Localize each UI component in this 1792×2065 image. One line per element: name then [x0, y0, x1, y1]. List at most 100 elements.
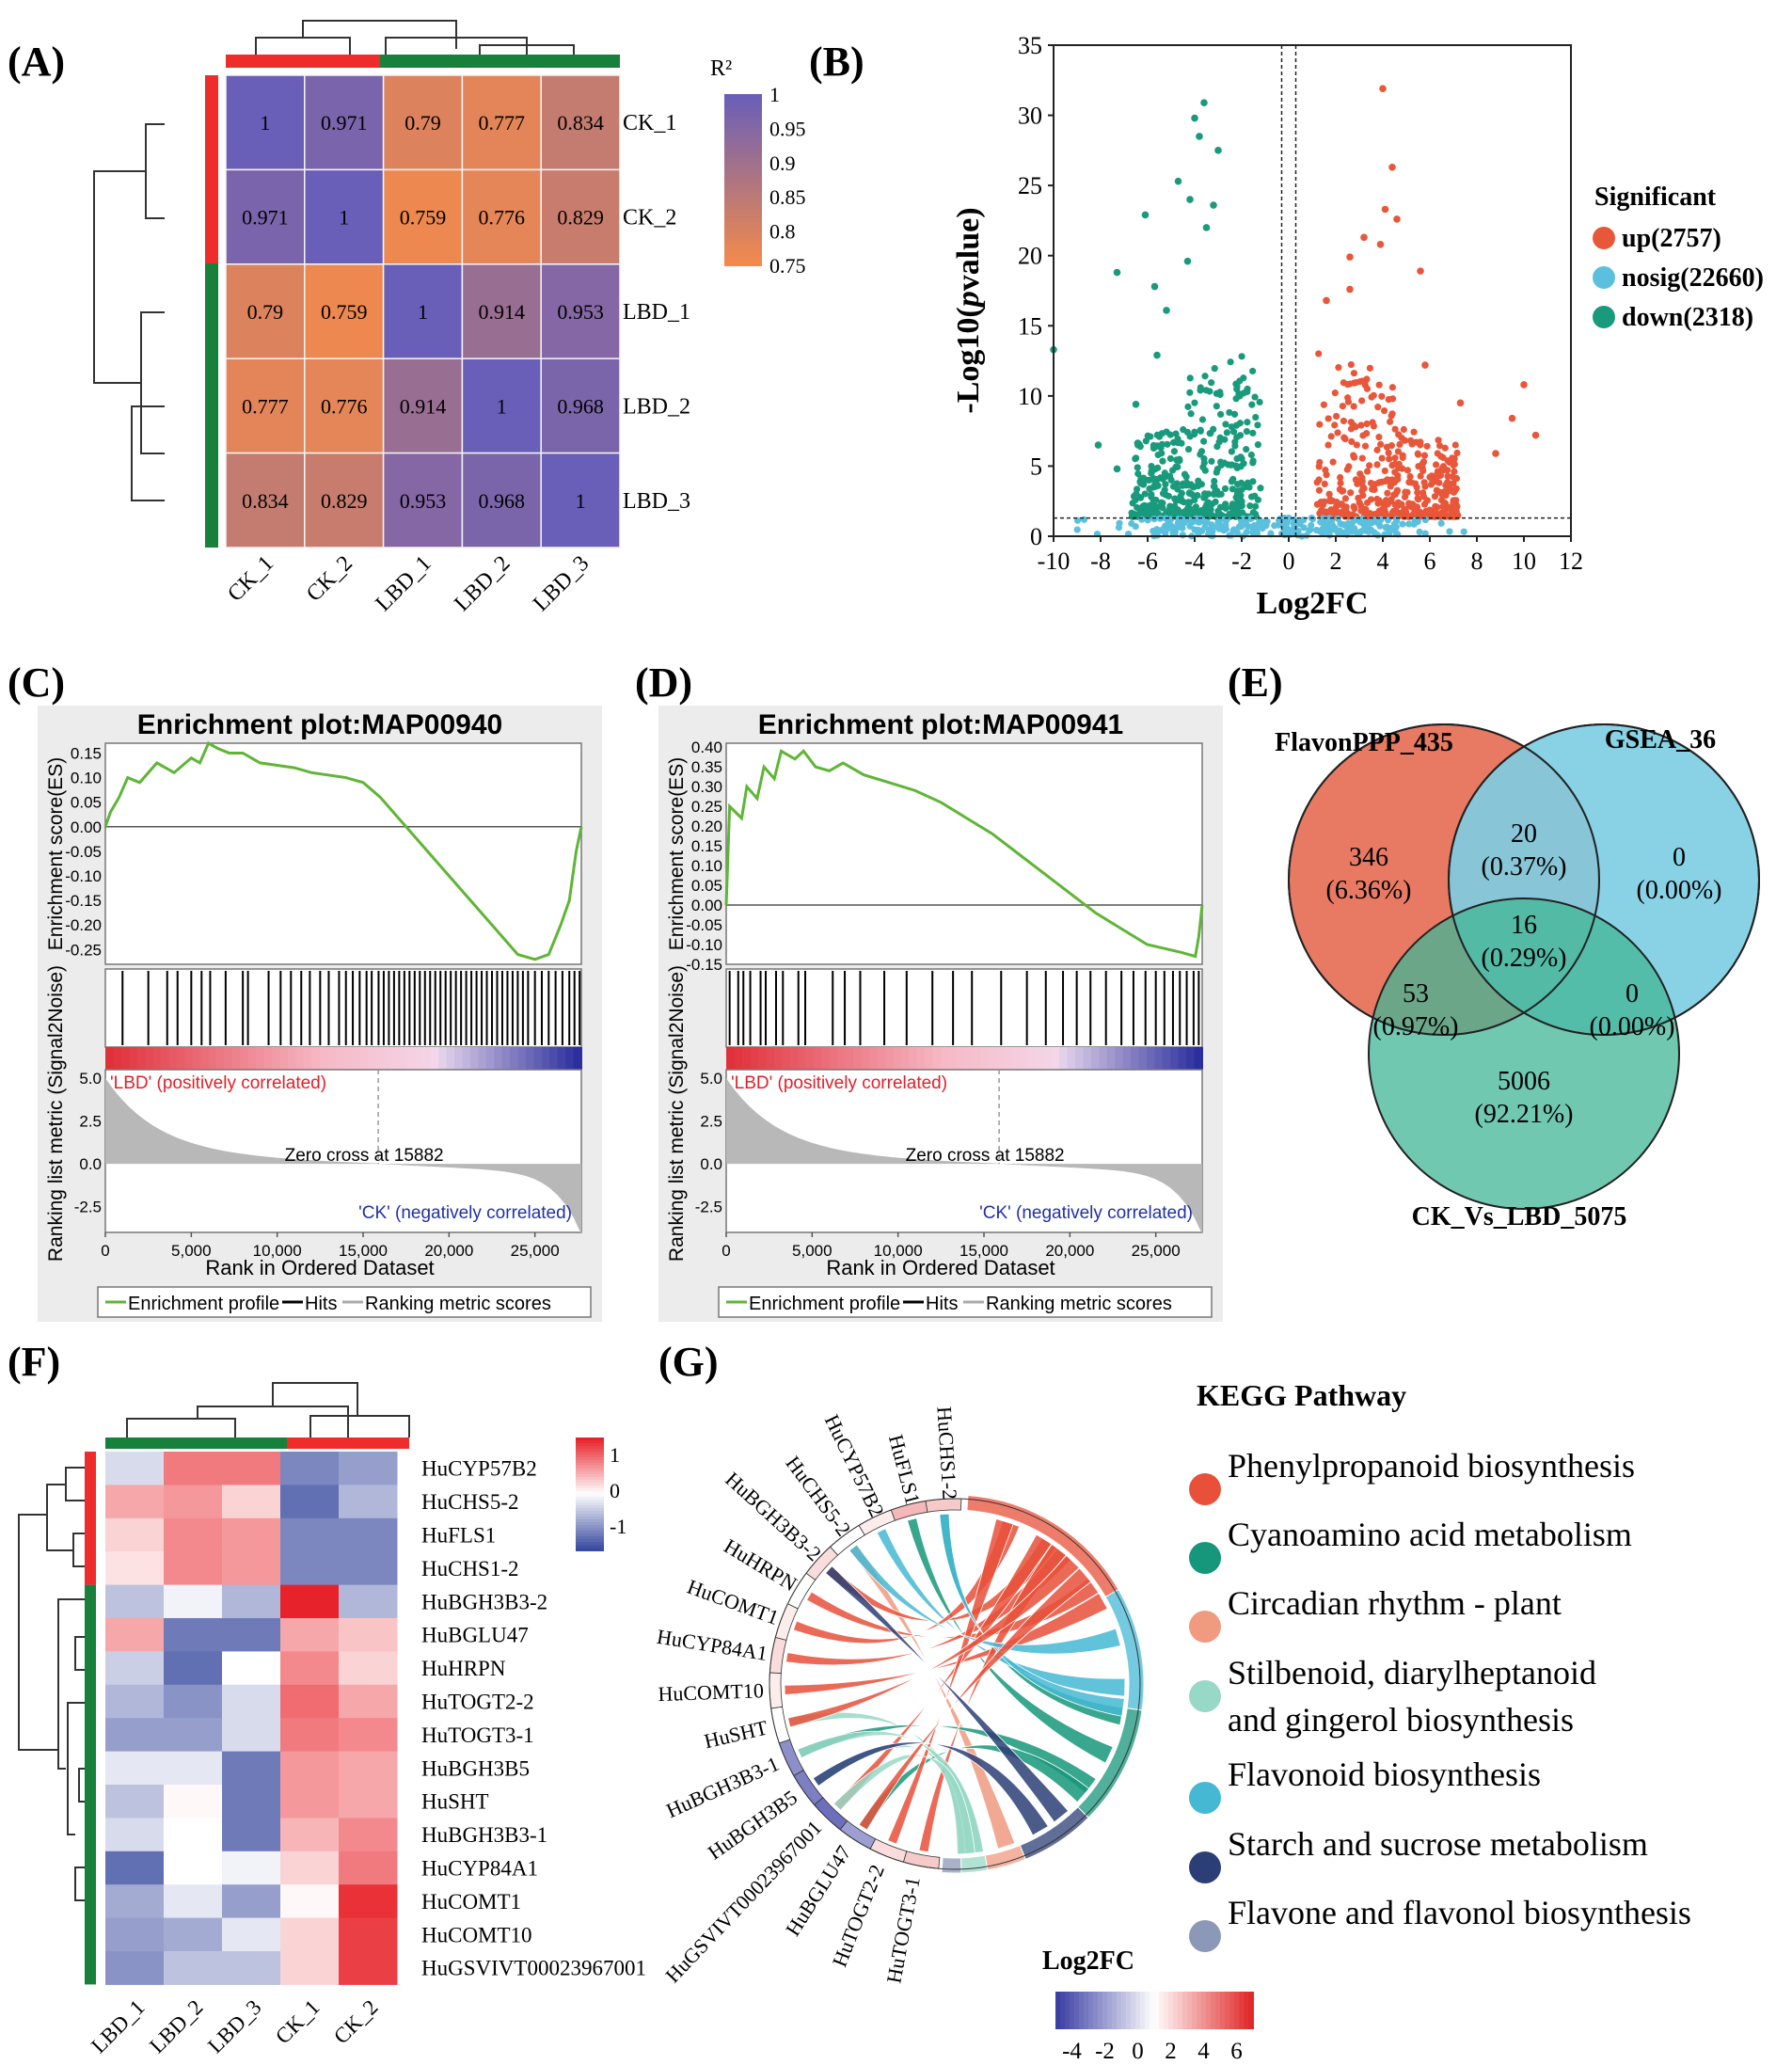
b-point [1411, 502, 1419, 511]
b-point [1370, 391, 1377, 399]
b-point-nosig [1285, 515, 1292, 522]
gsea-rank-strip [805, 1047, 815, 1070]
f-row-label: HuHRPN [421, 1657, 506, 1680]
panel-c: (C) Enrichment plot:MAP009400.150.100.05… [8, 659, 602, 1322]
f-col-label: CK_2 [329, 1995, 383, 2049]
f-row-label: HuCYP57B2 [421, 1457, 537, 1481]
b-point [1191, 399, 1198, 406]
b-point-nosig [1308, 516, 1317, 523]
b-point [1232, 421, 1241, 429]
b-point-up [1346, 285, 1354, 294]
b-point [1171, 495, 1179, 502]
b-point [1358, 454, 1366, 462]
f-legend-swatch [576, 1502, 604, 1506]
gsea-xlabel: Rank in Ordered Dataset [205, 1256, 434, 1279]
f-cell [222, 1684, 281, 1719]
gsea-zero-cross-label: Zero cross at 15882 [285, 1146, 444, 1166]
b-point [1254, 421, 1261, 429]
g-chord-link [812, 1741, 1049, 1836]
b-point-nosig [1405, 520, 1413, 528]
b-point-nosig [1393, 517, 1401, 525]
gsea-es-tick: 0.15 [691, 837, 722, 855]
f-cell [280, 1884, 340, 1919]
f-cell [222, 1751, 281, 1786]
gsea-rank-strip [877, 1047, 886, 1070]
b-point [1435, 437, 1442, 444]
b-point [1197, 427, 1204, 435]
gsea-rank-strip [549, 1047, 559, 1070]
gsea-rank-strip [224, 1047, 233, 1070]
b-point [1333, 412, 1340, 421]
f-legend-swatch [576, 1440, 604, 1444]
b-point [1200, 437, 1208, 445]
gsea-rank-strip [1099, 1047, 1108, 1070]
g-chord-link [825, 1565, 1070, 1823]
f-cell [280, 1785, 340, 1819]
f-row-label: HuCYP84A1 [421, 1857, 538, 1881]
f-cell [280, 1485, 340, 1519]
b-point [1327, 433, 1335, 440]
gsea-rank-strip [430, 1047, 440, 1070]
gsea-enrichment-profile [724, 749, 1204, 959]
a-legend-swatch [724, 235, 762, 241]
b-xtick-label: 8 [1471, 548, 1483, 575]
f-legend-swatch [576, 1548, 604, 1551]
b-point [1158, 440, 1166, 448]
b-point [1163, 428, 1170, 436]
g-legend-swatch [1189, 1611, 1221, 1643]
b-point [1444, 472, 1451, 480]
b-point [1226, 408, 1233, 417]
b-point [1446, 484, 1453, 491]
b-point [1222, 504, 1229, 512]
b-point [1358, 474, 1366, 482]
gsea-rank-strip [734, 1047, 743, 1070]
b-point [1252, 502, 1260, 510]
a-cell-value: 1 [418, 300, 428, 324]
g-colorbar-swatch [1150, 1992, 1155, 2029]
a-row-label: CK_1 [623, 111, 676, 135]
gsea-pos-label: 'LBD' (positively correlated) [731, 1073, 947, 1093]
a-legend-tick: 0.8 [769, 220, 796, 244]
b-point [1420, 452, 1429, 459]
f-cell [105, 1517, 165, 1552]
f-cell [339, 1618, 398, 1652]
b-point [1143, 476, 1150, 484]
f-cell [164, 1951, 223, 1985]
b-point [1377, 440, 1385, 448]
a-cell [540, 357, 621, 454]
b-point [1344, 513, 1352, 520]
a-cell-value: 0.953 [400, 489, 447, 513]
b-point [1379, 505, 1387, 513]
a-cell-value: 0.971 [321, 111, 368, 135]
a-legend-swatch [724, 200, 762, 207]
panel-g: (G) HuCHS1-2HuFLS1HuCYP57B2HuCHS5-2HuBGH… [656, 1339, 1691, 2064]
b-point [1441, 444, 1449, 452]
b-point-nosig [1344, 519, 1352, 528]
gsea-es-tick: -0.15 [686, 956, 722, 974]
b-point [1448, 508, 1456, 516]
f-row-label: HuFLS1 [421, 1524, 496, 1548]
gsea-rank-strip [1059, 1047, 1069, 1070]
f-legend-swatch [576, 1511, 604, 1515]
g-legend-swatch [1189, 1920, 1221, 1952]
f-cell [280, 1917, 340, 1952]
g-colorbar-swatch [1135, 1992, 1141, 2029]
gsea-rank-strip [1051, 1047, 1061, 1070]
f-legend-swatch [576, 1460, 604, 1464]
g-chord-link [833, 1533, 1053, 1811]
a-legend-swatch [724, 180, 762, 185]
b-point [1350, 453, 1357, 460]
gsea-rank-strip [1115, 1047, 1124, 1070]
f-legend-swatch [576, 1533, 604, 1537]
gsea-rank-tick: 5.0 [700, 1070, 722, 1088]
f-legend-swatch [576, 1446, 604, 1450]
f-cell [222, 1917, 281, 1952]
b-point-nosig [1416, 528, 1423, 536]
a-cell-value: 0.776 [479, 206, 526, 230]
b-point-nosig [1460, 528, 1467, 535]
f-lbd-side-bar [85, 1584, 96, 1985]
b-point [1252, 413, 1260, 421]
gsea-rank-strip [750, 1047, 759, 1070]
b-point [1396, 440, 1403, 449]
gsea-es-ylabel: Enrichment score(ES) [666, 757, 688, 950]
